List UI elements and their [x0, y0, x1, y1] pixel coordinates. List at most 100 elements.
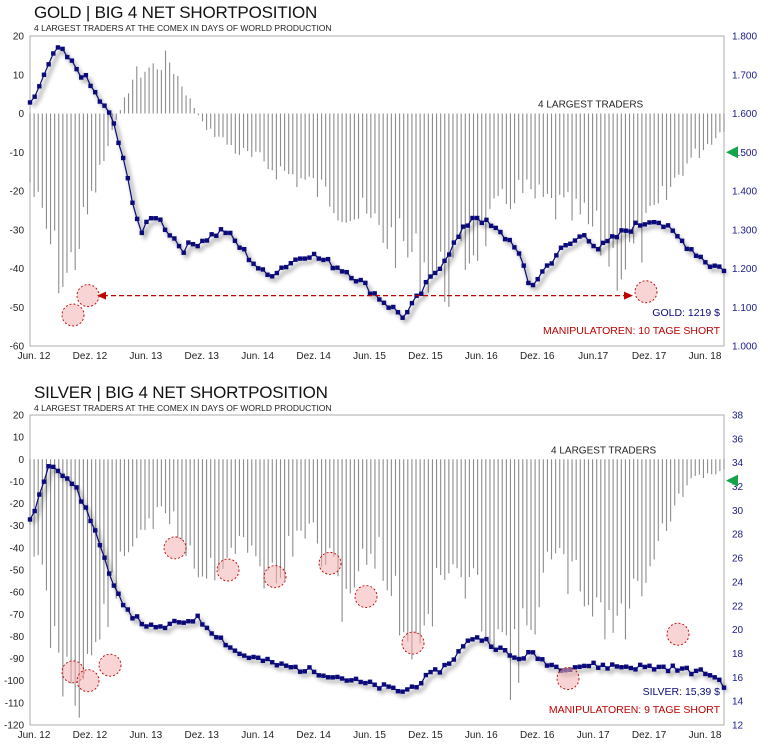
net-short-bar [526, 459, 528, 626]
left-y-tick-label: -110 [5, 698, 25, 709]
price-point [260, 267, 266, 272]
net-short-bar [645, 459, 647, 583]
price-point [139, 230, 144, 236]
gold-chart-plot: 20 10 0 -10 -20 -30 -40 -50 -60 1.800 1.700 1.600 1.… [10, 32, 758, 361]
x-tick-label: Jun. 13 [129, 730, 162, 741]
price-point [586, 663, 592, 669]
price-legend: GOLD: 1219 $ [652, 307, 720, 319]
manipulators-legend: MANIPULATOREN: 9 TAGE SHORT [549, 704, 721, 716]
price-point [190, 241, 196, 247]
net-short-bar [123, 459, 125, 557]
net-short-bar [136, 459, 138, 539]
price-point [530, 650, 536, 655]
price-point [456, 234, 461, 239]
price-point [158, 624, 163, 629]
x-tick-label: Jun. 15 [353, 730, 386, 741]
net-short-bar [107, 113, 109, 147]
plot-frame [29, 414, 725, 726]
price-point [642, 222, 648, 227]
net-short-bar [329, 113, 331, 207]
net-short-bar [189, 459, 191, 546]
net-short-bar [37, 113, 39, 192]
price-point [274, 270, 280, 276]
net-short-bar [633, 459, 635, 579]
x-tick-label: Dez. 13 [185, 351, 220, 360]
arrow-head-left [97, 291, 106, 300]
price-point [344, 269, 349, 275]
net-short-bar [95, 113, 97, 193]
price-point [526, 280, 531, 286]
net-short-bar [197, 113, 199, 116]
price-point [335, 674, 340, 680]
net-short-bar [82, 113, 84, 208]
net-short-bar [206, 459, 208, 579]
net-short-bar [308, 113, 310, 177]
price-point [106, 110, 112, 115]
price-point [223, 230, 228, 236]
price-point [498, 645, 503, 650]
right-y-tick-label: 12 [732, 721, 744, 732]
price-point [414, 685, 419, 690]
net-short-bar [522, 459, 524, 609]
net-short-bar [259, 459, 261, 567]
x-tick-label: Jun.17 [578, 351, 608, 360]
x-tick-label: Jun. 18 [689, 730, 722, 741]
net-short-bar [193, 459, 195, 569]
price-point [134, 614, 140, 619]
net-short-bar [637, 459, 639, 581]
price-point [65, 476, 70, 481]
price-point [130, 200, 135, 205]
current-price-marker-icon [726, 474, 738, 487]
net-short-bar [78, 113, 80, 249]
price-point [391, 685, 396, 690]
x-tick-label: Dez. 14 [296, 730, 331, 741]
net-short-bar [119, 459, 121, 552]
price-point [707, 673, 713, 678]
price-point [470, 215, 475, 221]
price-point [381, 300, 387, 305]
price-point [181, 250, 186, 255]
right-y-tick-label: 1.300 [732, 225, 757, 236]
left-y-tick-label: -120 [4, 721, 24, 732]
net-short-bar [678, 459, 680, 494]
price-point [46, 62, 51, 67]
x-tick-label: Dez. 12 [73, 730, 108, 741]
price-point [600, 662, 606, 668]
price-point [279, 661, 284, 666]
net-short-bar [612, 113, 614, 249]
price-point [330, 265, 335, 271]
price-point [88, 518, 93, 524]
price-point [707, 264, 713, 269]
price-point [106, 571, 112, 576]
price-point [419, 291, 424, 296]
net-short-bar [296, 113, 298, 188]
net-short-bar [464, 113, 466, 270]
price-point [349, 678, 354, 683]
price-point [600, 240, 606, 246]
net-short-bar [637, 113, 639, 224]
price-point [181, 620, 186, 625]
price-point [656, 220, 661, 226]
silver-chart-plot: 20 10 0 -10 -20 -30 -40 -50 -60 -70 -80 -90 -100 -110… [4, 411, 744, 742]
price-point [535, 277, 540, 282]
price-point [55, 468, 61, 474]
net-short-bar [653, 113, 655, 206]
net-short-bar [448, 459, 450, 574]
net-short-bar [74, 459, 76, 706]
current-price-marker-icon [726, 146, 738, 159]
net-short-bar [546, 113, 548, 194]
net-short-bar [592, 113, 594, 227]
price-point [372, 291, 377, 296]
price-point [647, 220, 652, 225]
net-short-bar [353, 459, 355, 588]
price-point [502, 648, 508, 653]
net-short-bars [29, 50, 725, 307]
net-short-bar [427, 459, 429, 614]
net-short-bar [214, 113, 216, 138]
price-point [526, 649, 531, 655]
net-short-bar [300, 113, 302, 179]
net-short-bar [661, 459, 663, 524]
price-point [325, 256, 331, 262]
net-short-bar [45, 459, 47, 591]
net-short-bar [629, 459, 631, 609]
